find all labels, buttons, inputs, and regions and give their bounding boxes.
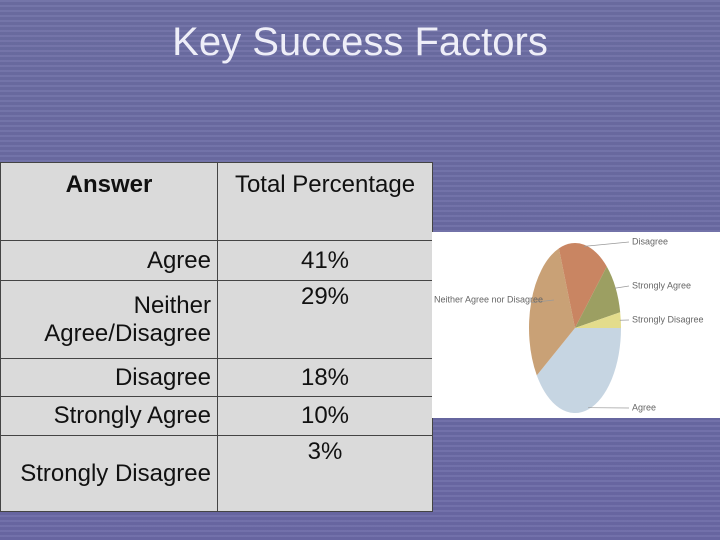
answer-cell: Strongly Agree	[0, 396, 218, 436]
percent-cell: 3%	[217, 435, 433, 512]
pie-slice	[558, 243, 607, 328]
slice-label: Strongly Disagree	[632, 314, 704, 324]
answer-cell: Strongly Disagree	[0, 435, 218, 512]
pie-chart: Agree Neither Agree nor Disagree Disagree S…	[432, 232, 720, 418]
slide-title: Key Success Factors	[172, 20, 548, 64]
pie-slice	[529, 248, 575, 376]
percent-cell: 29%	[217, 280, 433, 359]
slice-label: Disagree	[632, 236, 668, 246]
slice-label: Strongly Agree	[632, 280, 691, 290]
pie-slice	[575, 266, 621, 328]
pie-slice	[575, 312, 621, 328]
percent-cell: 10%	[217, 396, 433, 436]
answer-cell: Neither Agree/Disagree	[0, 280, 218, 359]
percent-cell: 18%	[217, 358, 433, 397]
results-table: Answer Total Percentage Agree 41% Neither…	[0, 162, 433, 512]
leader-line	[614, 285, 630, 289]
percent-cell: 41%	[217, 240, 433, 281]
leader-line	[532, 299, 555, 303]
leader-line	[584, 241, 630, 247]
slice-label: Agree	[632, 402, 656, 412]
header-cell: Total Percentage	[217, 162, 433, 241]
slice-label: Neither Agree nor Disagree	[434, 294, 543, 304]
answer-cell: Agree	[0, 240, 218, 281]
header-cell: Answer	[0, 162, 218, 241]
pie-slice	[536, 328, 621, 413]
answer-cell: Disagree	[0, 358, 218, 397]
